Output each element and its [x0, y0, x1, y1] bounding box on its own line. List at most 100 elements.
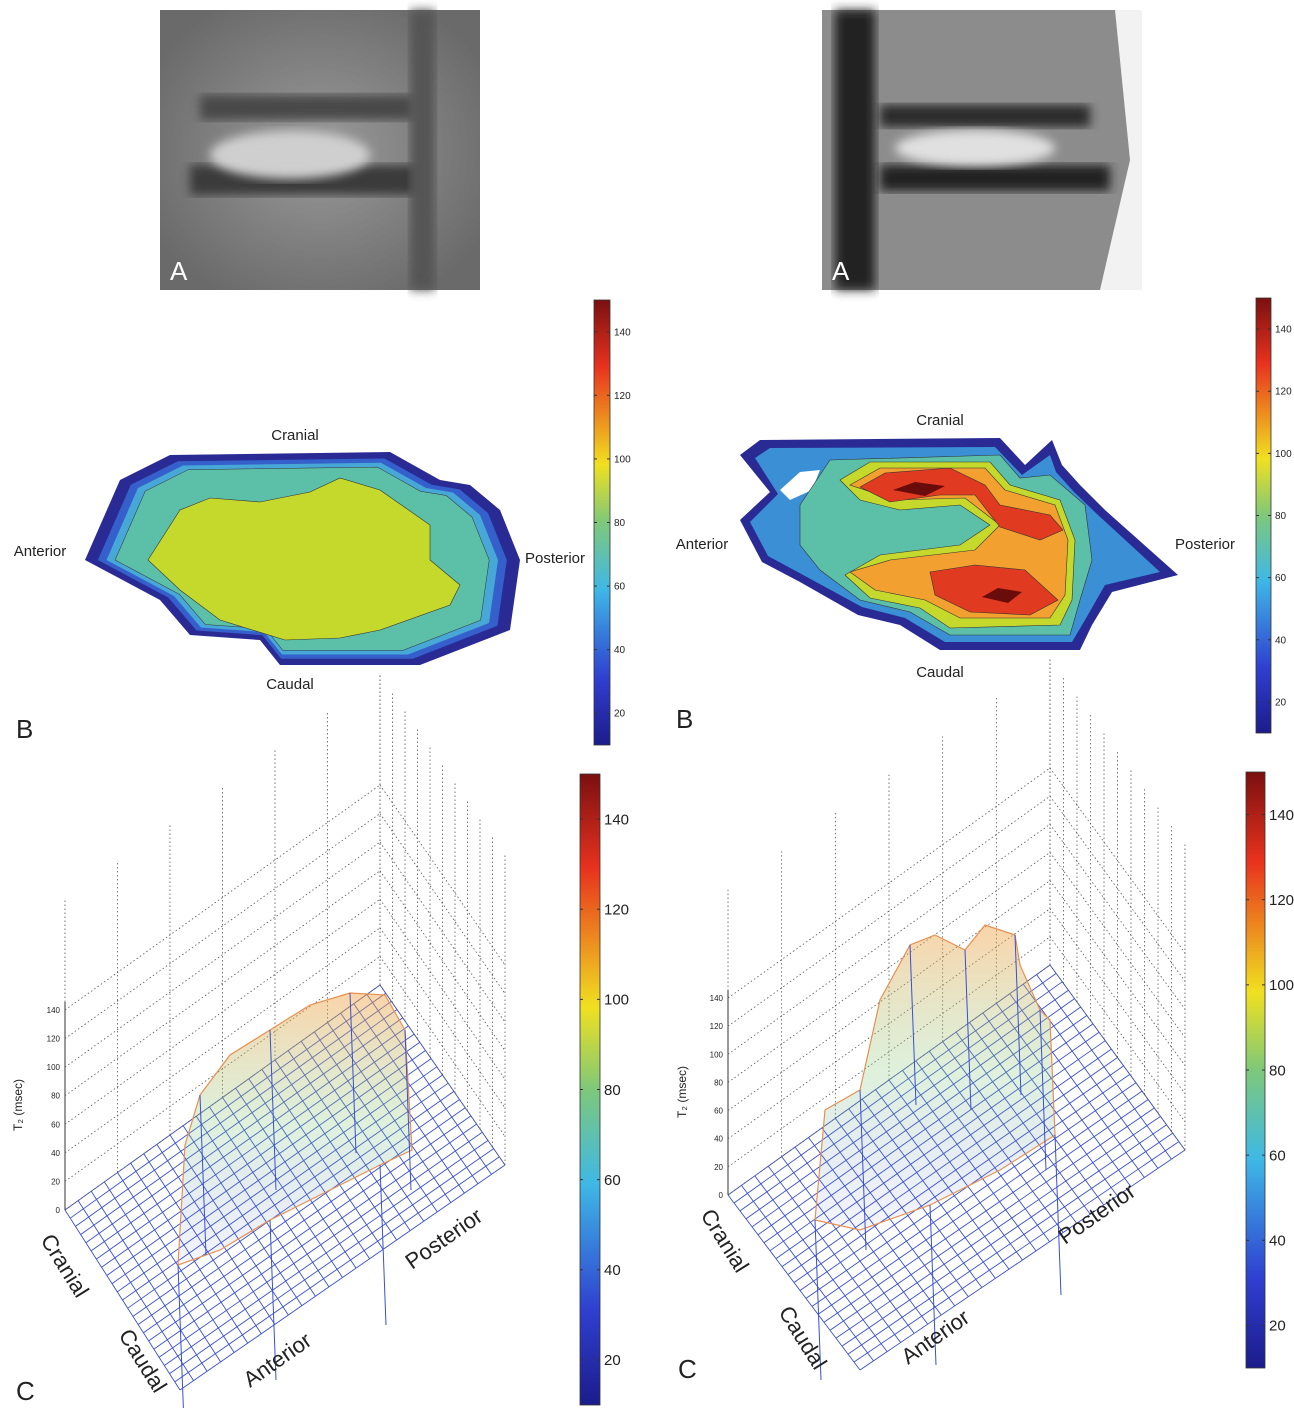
surface-line [199, 1094, 207, 1256]
colorbar-tick-label: 100 [1269, 977, 1294, 994]
z-tick-label: 0 [719, 1191, 724, 1200]
orientation-label: Posterior [1175, 536, 1235, 553]
surface-line [1014, 934, 1022, 1096]
orientation-label: Anterior [676, 536, 729, 553]
z-tick-label: 20 [714, 1163, 723, 1172]
grid-line [64, 841, 381, 1068]
colorbar-tick-label: 80 [1275, 511, 1287, 522]
z-tick-label: 120 [47, 1035, 61, 1044]
colorbar-tick-label: 140 [1269, 807, 1294, 824]
orientation-label: Caudal [774, 1301, 832, 1373]
colorbar-tick-label: 120 [604, 901, 629, 918]
colorbar-tick-label: 120 [1275, 387, 1292, 398]
grid-line [379, 927, 506, 1109]
floor-grid [158, 1131, 483, 1358]
orientation-label: Anterior [897, 1304, 974, 1369]
grid-line [379, 899, 506, 1080]
orientation-label: Anterior [14, 543, 67, 560]
surface [177, 992, 413, 1266]
mri-image [822, 10, 1142, 290]
surface-line [349, 992, 357, 1154]
z-tick-label: 80 [714, 1078, 723, 1087]
floor-grid [823, 1099, 1149, 1323]
mri-image [160, 10, 480, 290]
orientation-label: Cranial [36, 1229, 94, 1301]
surface-line [909, 944, 917, 1106]
contour-map [85, 452, 520, 665]
z-axis-label: T₂ (msec) [675, 1066, 689, 1118]
colorbar-tick-label: 20 [1269, 1318, 1286, 1335]
surface-line [1054, 1134, 1062, 1296]
colorbar-tick-label: 20 [1275, 697, 1287, 708]
z-tick-label: 140 [47, 1006, 61, 1015]
z-tick-label: 100 [710, 1050, 724, 1059]
z-tick-label: 60 [51, 1120, 60, 1129]
orientation-label: Cranial [271, 427, 319, 444]
colorbar-tick-label: 20 [614, 709, 626, 720]
floor-grid [153, 1123, 477, 1350]
floor-grid [841, 1124, 1167, 1347]
grid-line [64, 956, 381, 1182]
surface [814, 924, 1056, 1231]
z-tick-label: 60 [714, 1107, 723, 1116]
floor-grid [164, 1140, 489, 1366]
grid-line [379, 813, 506, 994]
orientation-label: Posterior [525, 550, 585, 567]
floor-grid [853, 1141, 1180, 1363]
floor-grid [179, 1164, 506, 1391]
orientation-label: Caudal [114, 1324, 172, 1396]
grid-line [64, 927, 381, 1154]
z-tick-label: 40 [714, 1135, 723, 1144]
grid-line [379, 956, 506, 1137]
panel-label: C [678, 1354, 697, 1384]
surface-line [859, 1089, 867, 1251]
colorbar-tick-label: 80 [1269, 1062, 1286, 1079]
colorbar-tick-label: 60 [614, 582, 626, 593]
panel-label: A [832, 256, 850, 286]
colorbar-tick-label: 40 [1269, 1233, 1286, 1250]
floor-grid [148, 1115, 472, 1342]
z-tick-label: 40 [51, 1149, 60, 1158]
colorbar-tick-label: 100 [1275, 449, 1292, 460]
orientation-label: Anterior [239, 1327, 316, 1392]
grid-line [379, 984, 506, 1166]
colorbar-tick-label: 140 [604, 811, 629, 828]
grid-line [64, 813, 381, 1039]
grid-line [64, 984, 381, 1211]
grid-line [379, 870, 506, 1051]
grid-line [64, 870, 381, 1097]
z-tick-label: 20 [51, 1177, 60, 1186]
z-tick-label: 140 [710, 994, 724, 1003]
floor-grid [817, 1090, 1143, 1315]
colorbar-tick-label: 60 [1269, 1147, 1286, 1164]
surface-line [269, 1029, 277, 1191]
z-axis-label: T₂ (msec) [11, 1079, 25, 1131]
floor-grid [859, 1149, 1186, 1371]
floor-grid [847, 1132, 1173, 1355]
colorbar-tick-label: 120 [1269, 892, 1294, 909]
surface-plots: 0 20 40 60 80 100 120 140 0 20 40 60 80 100 120 140 [47, 659, 1186, 1408]
floor-grid [829, 1107, 1155, 1331]
colorbar-tick-label: 40 [1275, 635, 1287, 646]
floor-grid [811, 1082, 1137, 1307]
colorbar-tick-label: 60 [604, 1172, 621, 1189]
contour-map [740, 438, 1178, 650]
z-tick-label: 80 [51, 1092, 60, 1101]
orientation-label: Caudal [266, 676, 314, 693]
surface-line [1039, 1009, 1047, 1171]
orientation-label: Cranial [916, 412, 964, 429]
panel-label: A [170, 256, 188, 286]
colorbar-tick-label: 140 [614, 327, 631, 338]
surface-line [964, 949, 972, 1111]
surface-line [269, 1219, 277, 1381]
colorbar-tick-label: 40 [604, 1262, 621, 1279]
floor-grid [174, 1156, 500, 1383]
panel-label: B [676, 704, 693, 734]
colorbar-tick-label: 100 [604, 992, 629, 1009]
floor-grid [169, 1148, 494, 1375]
panel-label: B [16, 714, 33, 744]
surface-line [404, 1029, 412, 1191]
orientation-label: Posterior [1054, 1178, 1140, 1249]
colorbar-tick-label: 140 [1275, 325, 1292, 336]
